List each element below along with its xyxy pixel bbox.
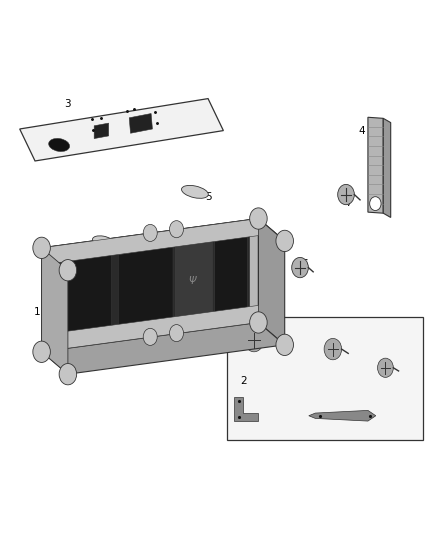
Text: 1: 1 xyxy=(34,307,41,317)
Text: 5: 5 xyxy=(205,192,212,202)
Text: 5: 5 xyxy=(86,243,93,253)
Circle shape xyxy=(276,230,293,252)
Polygon shape xyxy=(258,219,285,345)
Circle shape xyxy=(170,325,184,342)
Polygon shape xyxy=(59,228,250,343)
Circle shape xyxy=(292,257,308,278)
Circle shape xyxy=(143,328,157,345)
Polygon shape xyxy=(42,322,285,374)
Ellipse shape xyxy=(92,236,113,246)
Circle shape xyxy=(59,260,77,281)
Polygon shape xyxy=(383,118,391,217)
Circle shape xyxy=(370,197,381,211)
Circle shape xyxy=(324,338,342,360)
Text: 7: 7 xyxy=(345,198,352,207)
Polygon shape xyxy=(234,397,258,421)
Polygon shape xyxy=(42,305,258,352)
Polygon shape xyxy=(42,219,258,352)
Polygon shape xyxy=(215,236,247,316)
Text: 3: 3 xyxy=(64,99,71,109)
Circle shape xyxy=(250,208,267,229)
Ellipse shape xyxy=(181,185,208,198)
Text: 2: 2 xyxy=(240,376,247,386)
Text: 4: 4 xyxy=(358,126,365,135)
Polygon shape xyxy=(20,99,223,161)
Polygon shape xyxy=(368,117,383,213)
Polygon shape xyxy=(118,246,173,330)
Polygon shape xyxy=(64,254,112,337)
Circle shape xyxy=(276,334,293,356)
Circle shape xyxy=(338,184,354,205)
Polygon shape xyxy=(129,114,152,133)
Circle shape xyxy=(59,364,77,385)
Polygon shape xyxy=(175,241,212,323)
Polygon shape xyxy=(309,410,376,421)
Bar xyxy=(227,317,423,440)
Circle shape xyxy=(33,237,50,259)
Circle shape xyxy=(170,221,184,238)
Polygon shape xyxy=(42,219,258,265)
Text: 6: 6 xyxy=(301,259,308,269)
Polygon shape xyxy=(94,123,109,139)
Text: Ψ: Ψ xyxy=(189,277,197,286)
Circle shape xyxy=(250,312,267,333)
Polygon shape xyxy=(42,219,285,270)
Ellipse shape xyxy=(49,139,70,151)
Circle shape xyxy=(244,328,264,352)
Polygon shape xyxy=(42,248,68,374)
Circle shape xyxy=(33,341,50,362)
Circle shape xyxy=(378,358,393,377)
Circle shape xyxy=(143,224,157,241)
